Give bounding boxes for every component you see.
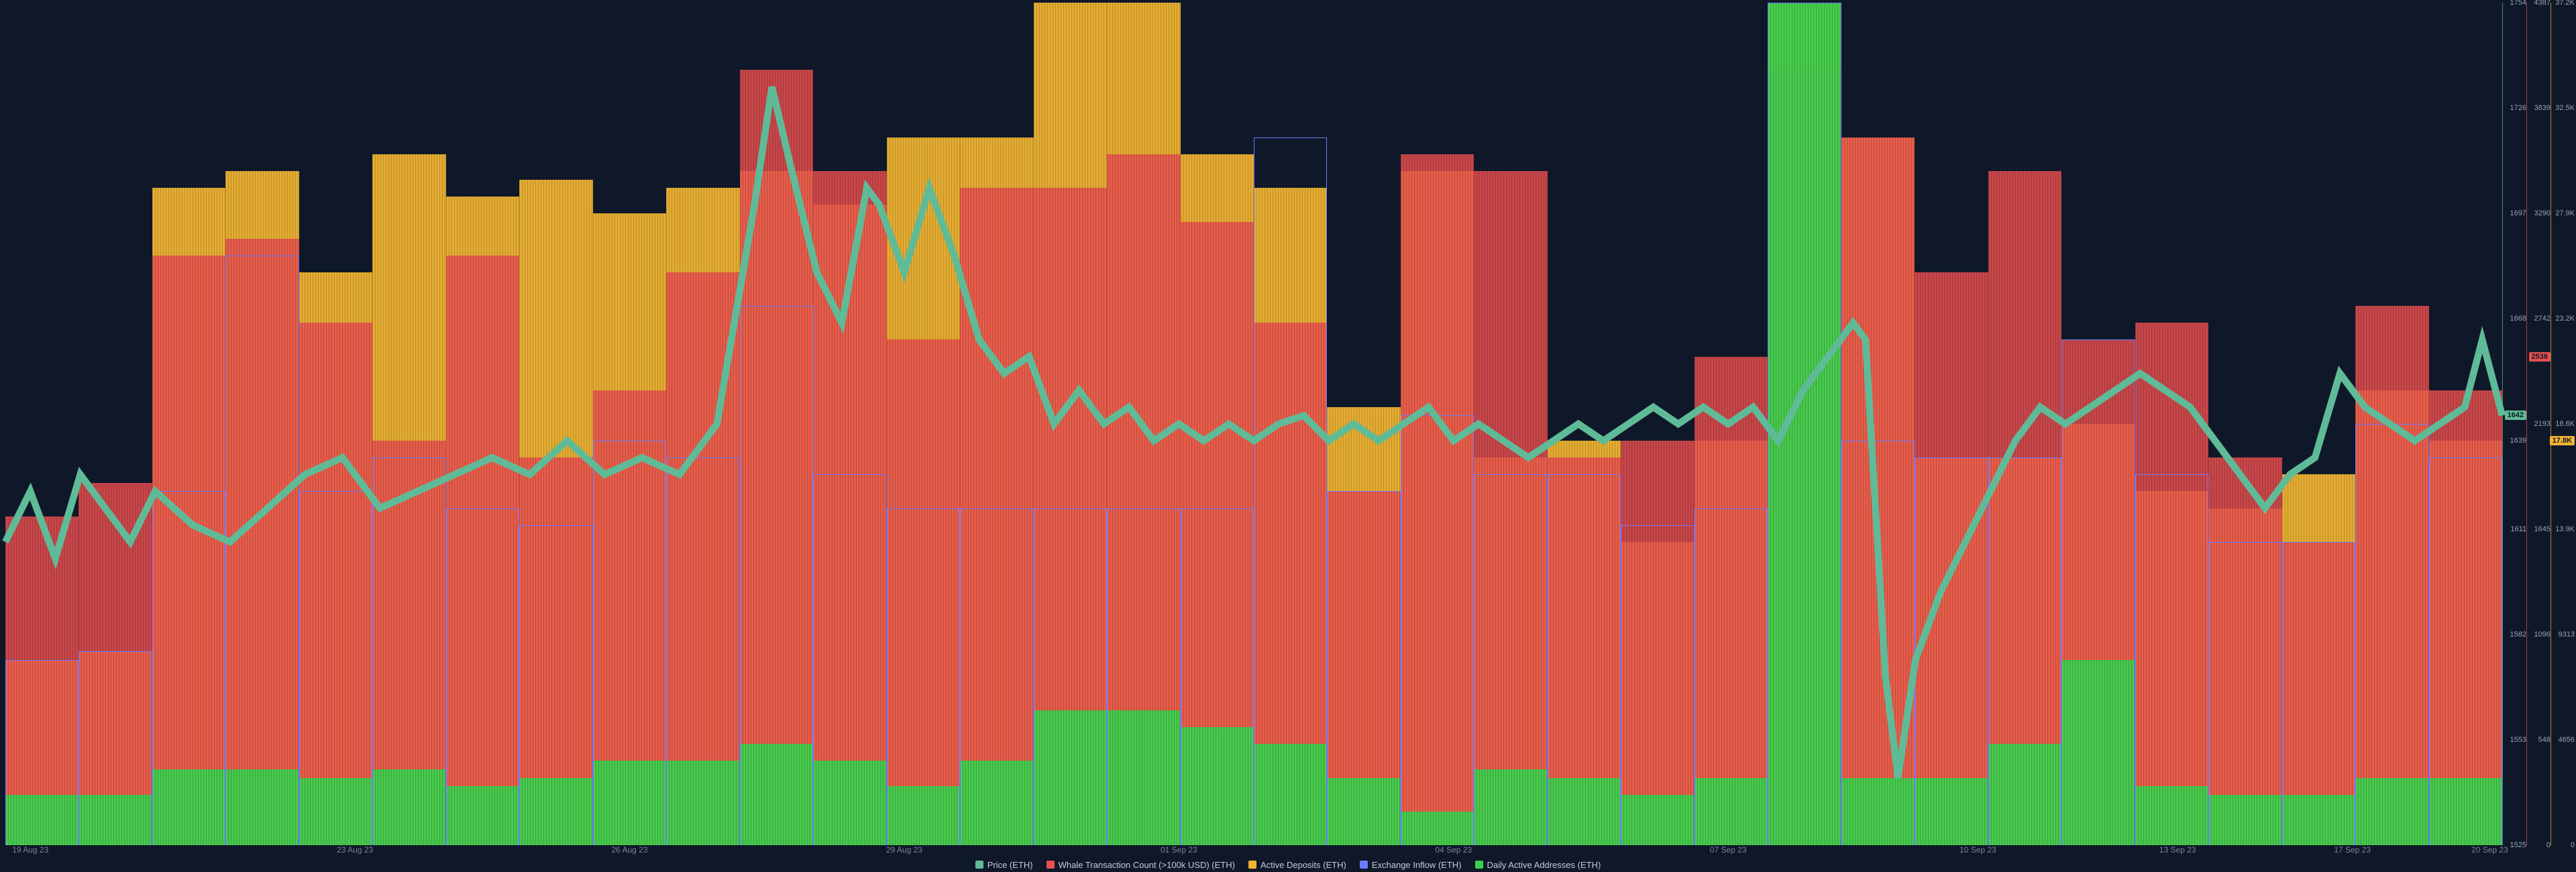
y-tick: 4656 <box>2559 736 2575 744</box>
x-tick: 04 Sep 23 <box>1435 845 1472 855</box>
y-tick: 3290 <box>2534 209 2551 217</box>
legend-label: Whale Transaction Count (>100k USD) (ETH… <box>1059 860 1235 870</box>
legend-item[interactable]: Price (ETH) <box>975 860 1033 870</box>
legend-swatch <box>1475 861 1483 869</box>
legend-swatch <box>1046 861 1055 869</box>
x-tick: 13 Sep 23 <box>2159 845 2196 855</box>
y-current-badge: 2538 <box>2529 352 2551 362</box>
plot-area[interactable] <box>5 3 2502 845</box>
y-tick: 1525 <box>2510 841 2526 849</box>
y-current-badge: 1642 <box>2505 411 2526 420</box>
y-axis-separator <box>2502 3 2503 845</box>
crypto-metrics-chart: 1754 1726 1697 1668 1639 1611 1582 1553 1525 1642… <box>0 0 2576 872</box>
y-axes: 1754172616971668163916111582155315251642… <box>2502 3 2576 845</box>
legend-label: Daily Active Addresses (ETH) <box>1487 860 1601 870</box>
price-line-layer <box>5 3 2502 845</box>
y-tick: 27.9K <box>2555 209 2575 217</box>
legend-swatch <box>1360 861 1368 869</box>
y-tick: 1096 <box>2534 631 2551 639</box>
y-tick: 23.2K <box>2555 315 2575 323</box>
x-tick: 23 Aug 23 <box>337 845 373 855</box>
y-tick: 4387 <box>2534 0 2551 7</box>
legend-label: Active Deposits (ETH) <box>1260 860 1346 870</box>
y-axis-deposits: 37.2K32.5K27.9K23.2K18.6K13.9K9313465601… <box>2552 3 2576 845</box>
x-tick: 07 Sep 23 <box>1710 845 1747 855</box>
y-tick: 37.2K <box>2555 0 2575 7</box>
y-tick: 2193 <box>2534 420 2551 428</box>
x-tick: 01 Sep 23 <box>1161 845 1197 855</box>
y-tick: 0 <box>2571 841 2575 849</box>
y-tick: 1754 <box>2510 0 2526 7</box>
y-tick: 3839 <box>2534 104 2551 112</box>
legend-label: Exchange Inflow (ETH) <box>1372 860 1462 870</box>
y-tick: 1553 <box>2510 736 2526 744</box>
legend-swatch <box>1248 861 1256 869</box>
y-tick: 32.5K <box>2555 104 2575 112</box>
y-tick: 1645 <box>2534 525 2551 533</box>
legend-swatch <box>975 861 983 869</box>
y-axis-price: 1754172616971668163916111582155315251642 <box>2504 3 2528 845</box>
x-tick: 20 Sep 23 <box>2471 845 2508 855</box>
x-tick: 19 Aug 23 <box>12 845 48 855</box>
y-tick: 2742 <box>2534 315 2551 323</box>
y-tick: 1697 <box>2510 209 2526 217</box>
y-tick: 1726 <box>2510 104 2526 112</box>
x-tick: 17 Sep 23 <box>2334 845 2371 855</box>
legend-item[interactable]: Whale Transaction Count (>100k USD) (ETH… <box>1046 860 1235 870</box>
legend-label: Price (ETH) <box>987 860 1033 870</box>
y-tick: 1668 <box>2510 315 2526 323</box>
y-axis-separator <box>2526 3 2527 845</box>
y-tick: 18.6K <box>2555 420 2575 428</box>
y-tick: 1582 <box>2510 631 2526 639</box>
y-tick: 548 <box>2538 736 2551 744</box>
price-line <box>5 87 2502 778</box>
legend-item[interactable]: Active Deposits (ETH) <box>1248 860 1346 870</box>
y-tick: 1639 <box>2510 437 2526 445</box>
legend-item[interactable]: Daily Active Addresses (ETH) <box>1475 860 1601 870</box>
y-current-badge: 17.8K <box>2550 436 2575 445</box>
x-tick: 26 Aug 23 <box>611 845 647 855</box>
x-tick: 10 Sep 23 <box>1960 845 1996 855</box>
y-tick: 13.9K <box>2555 525 2575 533</box>
y-tick: 9313 <box>2559 631 2575 639</box>
legend: Price (ETH) Whale Transaction Count (>100… <box>0 860 2576 871</box>
y-tick: 1611 <box>2510 525 2526 533</box>
x-tick: 29 Aug 23 <box>886 845 922 855</box>
y-axis-whale: 438738393290274221931645109654802538 <box>2528 3 2552 845</box>
x-axis: 19 Aug 23 23 Aug 23 26 Aug 23 29 Aug 23 01 S… <box>5 845 2502 856</box>
legend-item[interactable]: Exchange Inflow (ETH) <box>1360 860 1462 870</box>
